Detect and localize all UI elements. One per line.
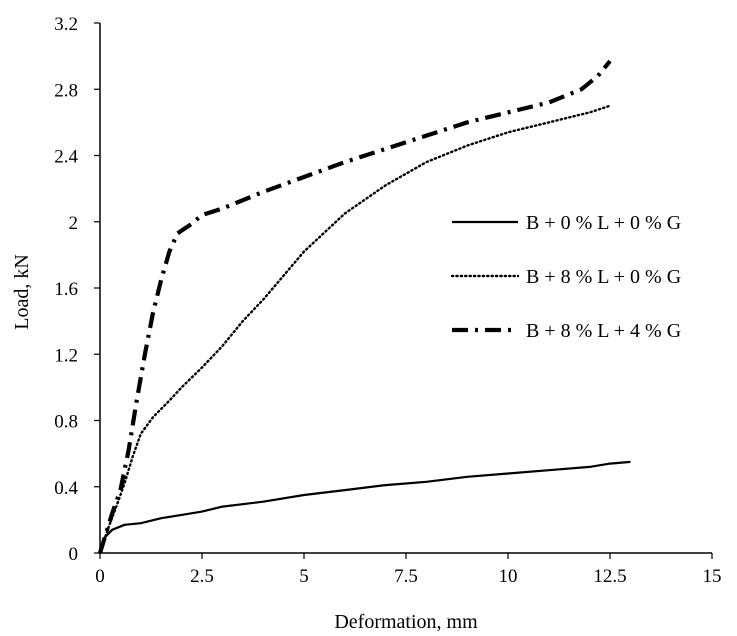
- legend-label-3: B + 8 % L + 4 % G: [526, 320, 681, 342]
- legend-label-1: B + 0 % L + 0 % G: [526, 212, 681, 234]
- y-ticks: 0 0.4 0.8 1.2 1.6 2 2.4 2.8 3.2: [54, 14, 100, 565]
- x-tick-label: 10: [499, 566, 518, 587]
- y-tick-label: 2.4: [54, 147, 78, 168]
- y-tick-label: 2: [69, 213, 79, 234]
- x-tick-label: 15: [703, 566, 722, 587]
- x-tick-label: 2.5: [190, 566, 214, 587]
- y-tick-label: 0.8: [54, 412, 78, 433]
- x-tick-label: 12.5: [593, 566, 626, 587]
- x-ticks: 0 2.5 5 7.5 10 12.5 15: [95, 553, 722, 587]
- y-tick-label: 0: [69, 544, 79, 565]
- axes: [99, 23, 712, 554]
- x-tick-label: 5: [299, 566, 309, 587]
- series-lines: [97, 59, 631, 555]
- legend-label-2: B + 8 % L + 0 % G: [526, 266, 681, 288]
- series-line-2: [98, 104, 612, 555]
- series-line-1: [98, 460, 631, 554]
- y-tick-label: 3.2: [54, 14, 78, 35]
- y-tick-label: 1.2: [54, 345, 78, 366]
- y-tick-label: 2.8: [54, 80, 78, 101]
- x-tick-label: 0: [95, 566, 105, 587]
- x-tick-label: 7.5: [394, 566, 418, 587]
- series-line-3: [97, 59, 612, 554]
- y-tick-label: 1.6: [54, 279, 78, 300]
- y-axis-title: Load, kN: [11, 254, 33, 330]
- legend: B + 0 % L + 0 % G B + 8 % L + 0 % G B + 8 …: [450, 212, 681, 342]
- y-tick-label: 0.4: [54, 478, 78, 499]
- x-axis-title: Deformation, mm: [334, 611, 478, 633]
